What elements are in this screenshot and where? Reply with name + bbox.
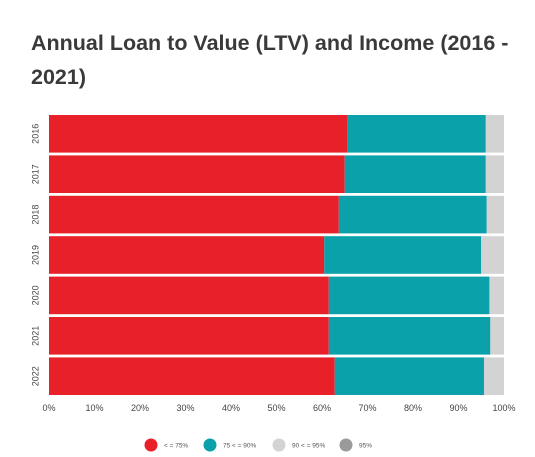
x-tick-label-5: 50% [267,403,285,413]
x-axis-labels: 0% 10% 20% 30% 40% 50% 60% 70% 80% 90% 100% [42,403,515,413]
chart-title: Annual Loan to Value (LTV) and Income (2… [31,31,509,89]
x-tick-label-8: 80% [404,403,422,413]
legend-marker-series-1 [144,438,158,452]
legend-marker-series-3 [272,438,286,452]
legend-label-series-1: < = 75% [164,443,188,450]
y-tick-label-2018: 2018 [30,205,40,225]
bar-segment-2017-series-3 [485,155,504,193]
bar-segment-2016-series-2 [347,115,486,153]
bar-segment-2017-series-1 [49,155,345,193]
bar-segment-2016-series-3 [485,115,504,153]
x-tick-label-7: 70% [358,403,376,413]
x-tick-label-9: 90% [449,403,467,413]
bar-segment-2021-series-3 [490,317,504,355]
legend-label-series-3: 90 < = 95% [292,443,325,450]
bar-segment-2016-series-1 [49,115,348,153]
bar-area [49,115,504,395]
bar-segment-2019-series-2 [324,236,482,274]
bar-segment-2019-series-1 [49,236,325,274]
bar-segment-2019-series-3 [481,236,504,274]
x-tick-label-0: 0% [42,403,55,413]
bar-segment-2017-series-2 [344,155,486,193]
bar-segment-2018-series-1 [49,195,339,234]
y-tick-label-2021: 2021 [30,326,40,346]
legend-marker-series-4 [339,438,353,452]
legend: < = 75% 75 < = 90% 90 < = 95% 95% [144,438,372,452]
bar-segment-2020-series-3 [489,276,504,315]
bar-segment-2018-series-3 [486,195,504,234]
x-tick-label-10: 100% [492,403,515,413]
x-tick-label-6: 60% [313,403,331,413]
y-tick-label-2019: 2019 [30,245,40,265]
bar-segment-2022-series-1 [49,357,335,395]
y-tick-label-2016: 2016 [30,124,40,144]
x-tick-label-3: 30% [176,403,194,413]
bar-segment-2021-series-1 [49,317,329,355]
bar-segment-2022-series-2 [334,357,484,395]
x-tick-label-1: 10% [85,403,103,413]
legend-marker-series-2 [203,438,217,452]
bar-segment-2021-series-2 [328,317,491,355]
legend-label-series-2: 75 < = 90% [223,443,256,450]
bar-segment-2020-series-1 [49,276,329,315]
bar-segment-2022-series-3 [483,357,504,395]
y-tick-label-2017: 2017 [30,164,40,184]
x-tick-label-2: 20% [131,403,149,413]
y-axis-labels: 2016 2017 2018 2019 2020 2021 2022 [30,124,40,386]
bar-segment-2020-series-2 [328,276,490,315]
legend-label-series-4: 95% [359,443,372,450]
x-tick-label-4: 40% [222,403,240,413]
y-tick-label-2020: 2020 [30,285,40,305]
y-tick-label-2022: 2022 [30,366,40,386]
bar-segment-2018-series-2 [338,195,487,234]
